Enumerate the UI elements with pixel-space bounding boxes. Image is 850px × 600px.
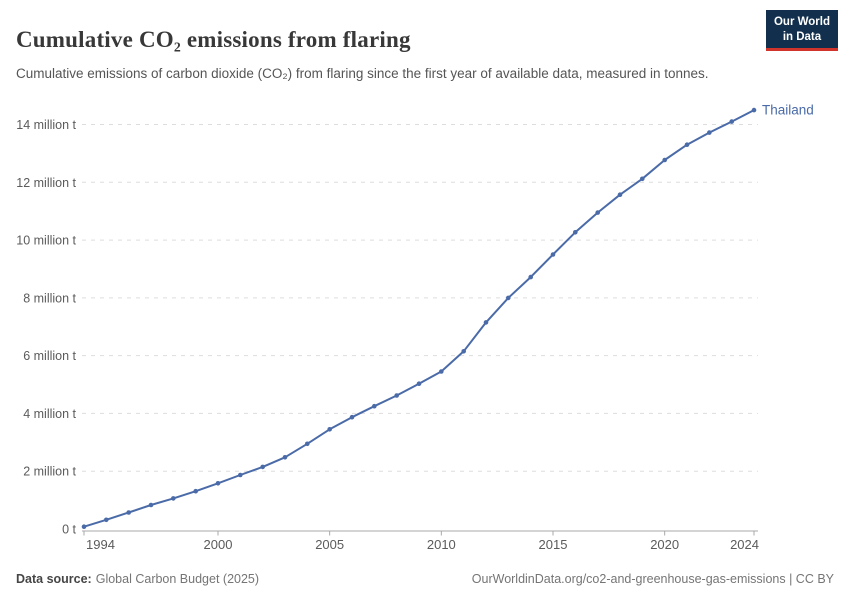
data-source-label: Data source:	[16, 572, 92, 586]
data-source: Data source: Global Carbon Budget (2025)	[16, 572, 259, 586]
x-axis-tick-label: 2015	[539, 537, 568, 552]
x-axis-tick-label: 2005	[315, 537, 344, 552]
x-axis-tick-label: 2020	[650, 537, 679, 552]
data-point-1995	[104, 517, 109, 523]
data-point-2013	[506, 295, 511, 301]
data-point-1999	[193, 488, 198, 494]
data-point-2001	[238, 472, 243, 478]
data-point-2014	[528, 274, 533, 280]
y-axis-tick-label: 10 million t	[16, 234, 76, 248]
data-point-2005	[327, 427, 333, 432]
y-axis-tick-label: 4 million t	[23, 407, 76, 421]
y-axis-tick-label: 6 million t	[23, 349, 76, 363]
y-axis-tick-label: 8 million t	[23, 291, 76, 305]
data-point-2010	[439, 369, 444, 374]
y-axis-tick-label: 14 million t	[16, 118, 76, 132]
series-line-thailand	[83, 109, 755, 528]
x-axis-tick-label: 2000	[204, 537, 233, 552]
owid-logo-line1: Our World	[773, 16, 830, 28]
data-point-2019	[640, 176, 645, 182]
y-axis-tick-label: 12 million t	[16, 176, 76, 190]
data-point-2009	[416, 381, 422, 387]
data-point-1998	[171, 496, 176, 501]
data-point-2000	[215, 481, 221, 486]
data-point-2023	[729, 119, 734, 124]
owid-logo[interactable]: Our World in Data	[765, 10, 838, 52]
data-point-2018	[617, 192, 623, 197]
data-point-2016	[573, 230, 578, 235]
data-point-2024	[751, 107, 757, 113]
x-axis-tick-label: 2010	[427, 537, 456, 552]
x-axis-tick-label: 1994	[86, 537, 115, 552]
data-point-2015	[550, 252, 556, 257]
data-point-2006	[349, 414, 355, 420]
y-axis-tick-label: 0 t	[62, 523, 76, 537]
data-point-2008	[394, 393, 400, 398]
chart-subtitle: Cumulative emissions of carbon dioxide (…	[16, 65, 709, 81]
data-point-1994	[81, 524, 87, 529]
data-point-2007	[372, 403, 377, 409]
data-point-2020	[662, 157, 667, 163]
chart-footer: Data source: Global Carbon Budget (2025) …	[16, 572, 834, 586]
x-axis-tick-label: 2024	[730, 537, 759, 552]
data-point-2022	[707, 130, 712, 135]
data-point-2021	[684, 142, 690, 147]
data-point-2011	[461, 349, 467, 354]
page-title: Cumulative CO₂ emissions from flaring	[16, 27, 411, 53]
series-label-thailand[interactable]: Thailand	[762, 103, 814, 118]
data-point-1996	[126, 510, 131, 515]
data-point-2012	[483, 320, 489, 325]
data-point-2003	[282, 455, 288, 460]
owid-logo-line2: in Data	[782, 30, 822, 43]
data-source-value: Global Carbon Budget (2025)	[95, 572, 260, 586]
y-axis-tick-label: 2 million t	[23, 465, 76, 479]
data-point-2002	[260, 464, 266, 470]
data-point-2017	[595, 210, 600, 215]
data-point-2004	[305, 441, 310, 447]
citation-link[interactable]: OurWorldinData.org/co2-and-greenhouse-ga…	[471, 572, 834, 586]
data-point-1997	[148, 502, 154, 508]
